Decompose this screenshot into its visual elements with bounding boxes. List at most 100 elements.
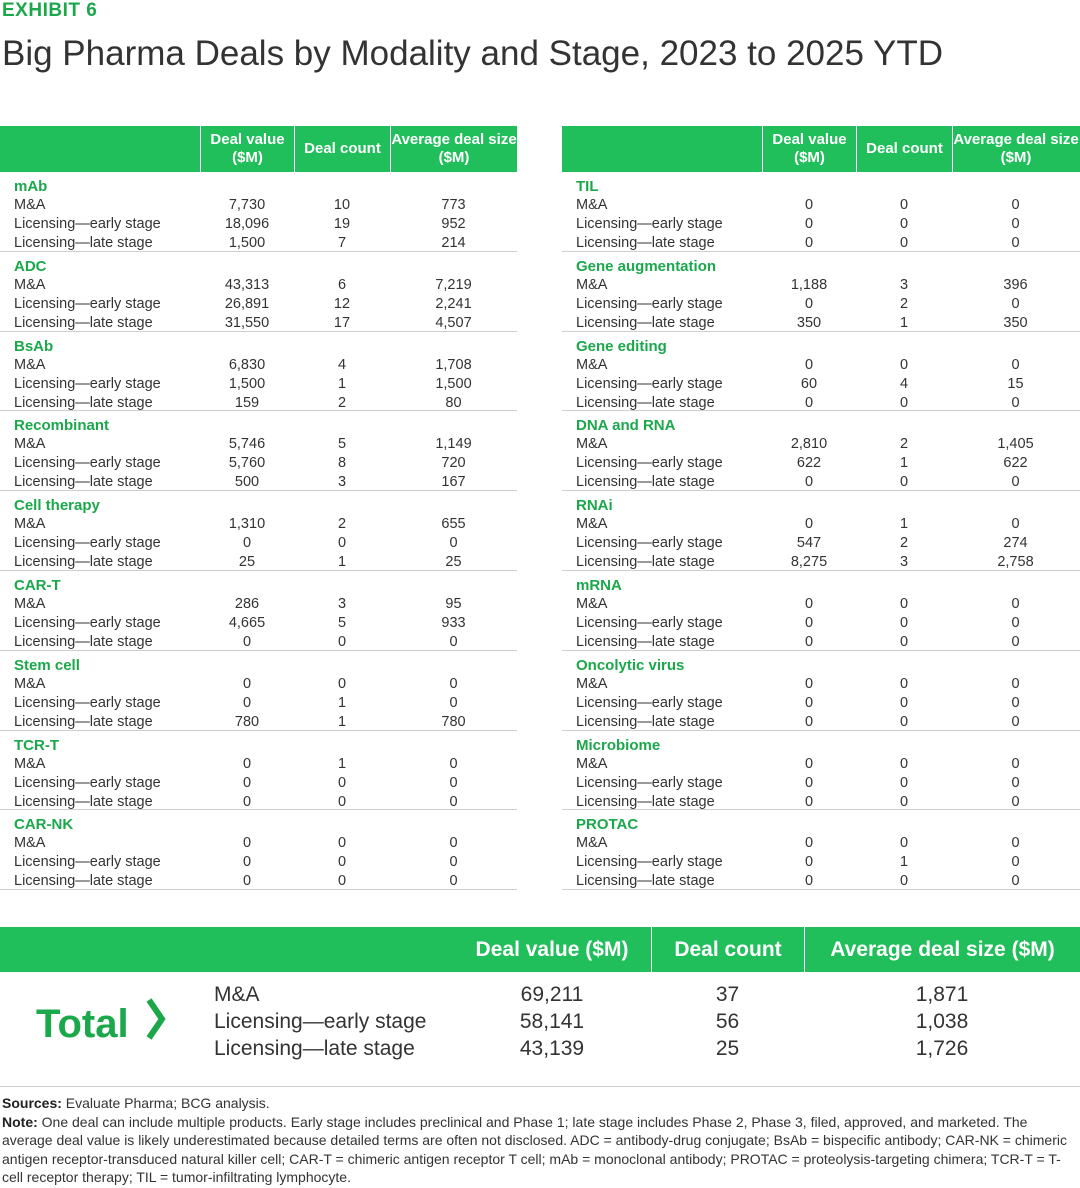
row-label: M&A [14, 675, 46, 692]
total-deal-count: 56 [715, 1010, 740, 1033]
right-table-header: Deal value ($M) Deal count Average deal … [562, 126, 1080, 172]
deal-value-cell: 25 [238, 554, 256, 571]
row-label: Licensing—early stage [576, 455, 723, 472]
deal-value-cell: 26,891 [224, 295, 270, 312]
avg-deal-cell: 622 [1003, 455, 1028, 472]
deal-count-cell: 0 [899, 633, 909, 650]
total-deal-value: 43,139 [519, 1037, 585, 1060]
deal-count-cell: 1 [337, 694, 347, 711]
deal-value-cell: 0 [804, 675, 814, 692]
row-label: Licensing—late stage [576, 314, 715, 331]
modality-title: mAb [14, 178, 48, 195]
deal-value-cell: 2,810 [790, 436, 828, 453]
header-average-deal: Average deal size ($M) [390, 126, 517, 172]
total-row: Licensing—late stage 43,139 25 1,726 [0, 1035, 1080, 1062]
total-avg-deal: 1,871 [915, 983, 969, 1006]
row-label: M&A [14, 755, 46, 772]
deal-count-cell: 0 [337, 774, 347, 791]
avg-deal-cell: 396 [1003, 276, 1028, 293]
row-label: Licensing—late stage [576, 633, 715, 650]
header-deal-value: Deal value ($M) [762, 126, 856, 172]
modality-group: mAb M&A 7,730 10 773 Licensing—early stage 18,… [0, 172, 517, 252]
avg-deal-cell: 0 [1011, 394, 1020, 411]
modality-title: DNA and RNA [576, 417, 676, 435]
deal-value-cell: 0 [804, 633, 814, 650]
table-row: Licensing—late stage 0 0 0 [562, 234, 1080, 253]
table-row: Licensing—late stage 0 0 0 [562, 872, 1080, 891]
total-deal-count: 37 [715, 983, 740, 1006]
row-label: Licensing—early stage [14, 694, 161, 711]
modality-group: BsAb M&A 6,830 4 1,708 Licensing—early stage 1… [0, 332, 517, 412]
footer-notes: Sources: Evaluate Pharma; BCG analysis. … [2, 1094, 1076, 1187]
row-label: M&A [576, 436, 608, 453]
table-row: Licensing—late stage 0 0 0 [0, 633, 517, 652]
deal-value-cell: 0 [242, 694, 252, 711]
row-label: M&A [14, 595, 46, 612]
table-row: Licensing—early stage 0 0 0 [0, 853, 517, 872]
row-label: M&A [576, 675, 608, 692]
table-row: M&A 0 0 0 [562, 196, 1080, 215]
modality-group: PROTAC M&A 0 0 0 Licensing—early stage 0 1 0 Lice… [562, 810, 1080, 891]
table-row: M&A 0 0 0 [562, 755, 1080, 774]
row-label: M&A [576, 276, 608, 293]
footer-divider [0, 1086, 1080, 1087]
total-label: Total [36, 996, 167, 1052]
row-label: M&A [14, 516, 46, 533]
table-row: M&A 0 0 0 [562, 834, 1080, 853]
deal-value-cell: 31,550 [224, 314, 270, 331]
deal-value-cell: 780 [234, 713, 260, 730]
avg-deal-cell: 350 [1003, 314, 1028, 331]
header-deal-count: Deal count [856, 126, 952, 172]
modality-group: Recombinant M&A 5,746 5 1,149 Licensing—early… [0, 411, 517, 492]
table-row: Licensing—late stage 0 0 0 [0, 872, 517, 891]
avg-deal-cell: 4,507 [435, 314, 472, 331]
deal-count-cell: 1 [899, 854, 909, 871]
page-title: Big Pharma Deals by Modality and Stage, … [2, 34, 944, 73]
deal-count-cell: 0 [899, 216, 909, 232]
avg-deal-cell: 0 [449, 755, 458, 772]
table-row: M&A 0 0 0 [0, 675, 517, 694]
deal-count-cell: 2 [899, 295, 909, 312]
row-label: Licensing—late stage [576, 474, 715, 491]
deal-count-cell: 1 [899, 516, 909, 533]
note-text: One deal can include multiple products. … [2, 1113, 1067, 1186]
header-deal-value: Deal value ($M) [200, 126, 294, 172]
deal-value-cell: 0 [804, 835, 814, 852]
avg-deal-cell: 0 [1011, 295, 1020, 312]
row-label: Licensing—early stage [14, 216, 161, 232]
deal-count-cell: 0 [899, 356, 909, 373]
deal-value-cell: 1,310 [228, 516, 266, 533]
total-deal-value: 69,211 [520, 983, 584, 1006]
modality-group: CAR-T M&A 286 3 95 Licensing—early stage 4,665… [0, 571, 517, 651]
row-label: Licensing—early stage [576, 614, 723, 631]
table-row: Licensing—late stage 31,550 17 4,507 [0, 314, 517, 333]
sources-text: Evaluate Pharma; BCG analysis. [61, 1095, 270, 1111]
deal-value-cell: 500 [234, 474, 260, 491]
table-row: M&A 5,746 5 1,149 [0, 435, 517, 454]
deal-value-cell: 0 [242, 835, 252, 852]
left-table: Deal value ($M) Deal count Average deal … [0, 126, 517, 891]
header-average-deal: Average deal size ($M) [952, 126, 1079, 172]
table-row: Licensing—early stage 622 1 622 [562, 454, 1080, 473]
row-label: Licensing—late stage [14, 314, 153, 331]
header-deal-count: Deal count [294, 126, 390, 172]
deal-count-cell: 0 [899, 235, 909, 251]
row-label: M&A [576, 595, 608, 612]
modality-group: Cell therapy M&A 1,310 2 655 Licensing—early … [0, 491, 517, 571]
exhibit-label: EXHIBIT 6 [2, 0, 98, 21]
deal-value-cell: 1,500 [228, 235, 266, 251]
avg-deal-cell: 0 [1011, 755, 1020, 772]
deal-count-cell: 2 [337, 516, 347, 533]
deal-count-cell: 5 [337, 436, 347, 453]
deal-count-cell: 0 [899, 394, 909, 411]
table-row: M&A 0 1 0 [0, 755, 517, 774]
row-label: M&A [14, 835, 46, 852]
avg-deal-cell: 0 [1011, 216, 1020, 232]
avg-deal-cell: 0 [1011, 793, 1020, 810]
deal-count-cell: 0 [337, 873, 347, 890]
modality-title: CAR-NK [14, 816, 74, 834]
deal-value-cell: 0 [242, 873, 252, 890]
modality-title: Microbiome [576, 736, 661, 754]
table-row: Licensing—early stage 5,760 8 720 [0, 454, 517, 473]
avg-deal-cell: 0 [449, 774, 458, 791]
